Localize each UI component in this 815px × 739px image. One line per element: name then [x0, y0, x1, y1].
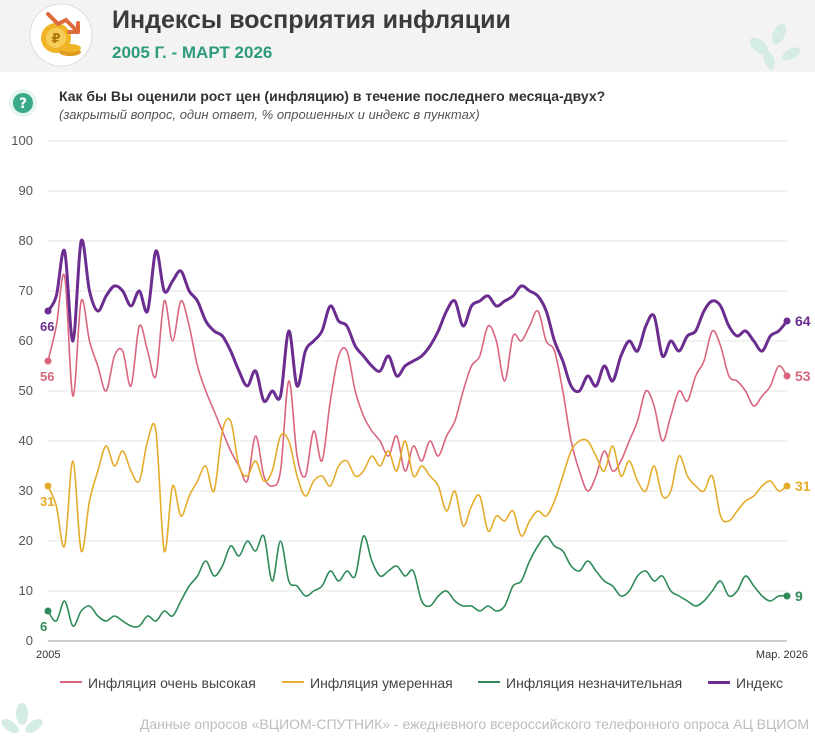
series-start-point — [44, 607, 52, 615]
y-tick-label: 60 — [19, 333, 33, 348]
y-tick-label: 20 — [19, 533, 33, 548]
series-end-label: 64 — [795, 313, 811, 329]
series-end-label: 9 — [795, 588, 803, 604]
chart-legend: Инфляция очень высокая Инфляция умеренна… — [60, 675, 790, 695]
page-title: Индексы восприятия инфляции — [112, 6, 511, 34]
series-line-4 — [46, 238, 789, 404]
series-line-2 — [47, 417, 788, 553]
series-start-point — [44, 482, 52, 490]
y-tick-label: 30 — [19, 483, 33, 498]
series-end-label: 53 — [795, 368, 811, 384]
legend-item-insignificant: Инфляция незначительная — [478, 675, 682, 695]
legend-item-very-high: Инфляция очень высокая — [60, 675, 256, 695]
legend-swatch — [708, 680, 730, 684]
y-tick-label: 10 — [19, 583, 33, 598]
x-tick-label-end: Мар. 2026 — [756, 649, 808, 661]
page-subtitle: 2005 Г. - МАРТ 2026 — [112, 43, 273, 62]
legend-swatch — [478, 681, 500, 684]
data-source-note: Данные опросов «ВЦИОМ-СПУТНИК» - ежеднев… — [139, 716, 809, 732]
legend-item-index: Индекс — [708, 675, 783, 695]
series-start-point — [44, 307, 52, 315]
leaf-decoration-icon — [1, 703, 43, 734]
y-tick-label: 90 — [19, 183, 33, 198]
inflation-line-chart: 0 10 20 30 40 50 60 70 80 90 100 2005 Мар. 2026 56 53 3… — [11, 133, 811, 661]
series-start-label: 66 — [40, 319, 54, 334]
y-tick-label: 100 — [11, 133, 33, 148]
survey-question-note: (закрытый вопрос, один ответ, % опрошенн… — [59, 107, 480, 122]
y-tick-label: 0 — [26, 633, 33, 648]
x-tick-label-start: 2005 — [36, 649, 60, 661]
legend-swatch — [60, 681, 82, 684]
svg-text:₽: ₽ — [51, 32, 60, 47]
y-tick-label: 80 — [19, 233, 33, 248]
y-tick-label: 70 — [19, 283, 33, 298]
leaf-decoration-icon — [749, 24, 801, 70]
series-end-label: 31 — [795, 478, 811, 494]
series-start-label: 56 — [40, 369, 54, 384]
survey-question: Как бы Вы оценили рост цен (инфляцию) в … — [59, 88, 606, 104]
legend-swatch — [282, 681, 304, 684]
series-end-point — [783, 482, 791, 490]
series-end-point — [783, 372, 791, 380]
series-end-point — [783, 317, 791, 325]
legend-item-moderate: Инфляция умеренная — [282, 675, 453, 695]
series-line-3 — [47, 534, 788, 628]
series-line-1 — [47, 273, 788, 492]
series-start-point — [44, 357, 52, 365]
coins-falling-arrow-icon: ₽ — [29, 3, 93, 67]
y-tick-label: 50 — [19, 383, 33, 398]
series-start-label: 6 — [40, 619, 47, 634]
svg-text:?: ? — [19, 96, 27, 112]
series-end-point — [783, 592, 791, 600]
y-tick-label: 40 — [19, 433, 33, 448]
header: ₽ Индексы восприятия инфляции 2005 Г. - … — [0, 0, 815, 72]
series-start-label: 31 — [40, 494, 54, 509]
question-icon: ? — [9, 89, 37, 117]
